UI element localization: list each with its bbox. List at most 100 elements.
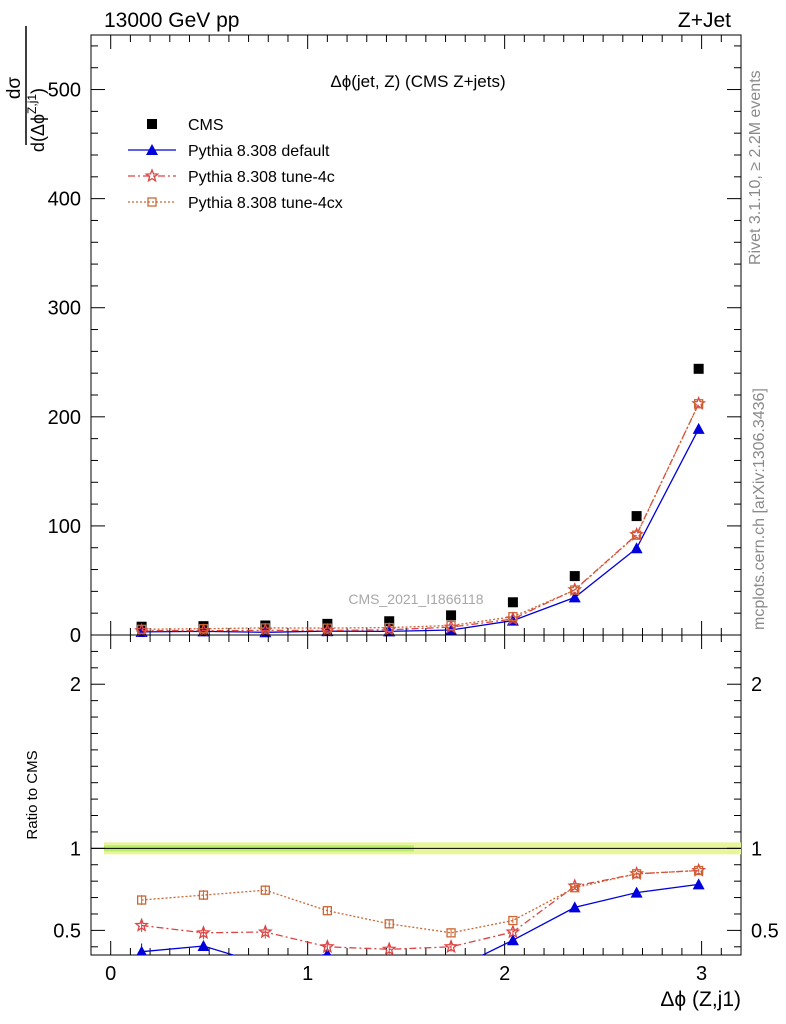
main-axis-ticks: 0 100 200 300 400 500 — [48, 35, 741, 647]
ratio-point — [505, 924, 521, 939]
data-point — [631, 530, 642, 540]
legend-entry: Pythia 8.308 tune-4cx — [128, 195, 343, 212]
ratio-ytick-label-right: 2 — [751, 674, 762, 696]
ratio-ytick-label: 1 — [70, 838, 81, 860]
ratio-ytick-label: 0.5 — [53, 920, 81, 942]
ratio-point — [197, 939, 210, 951]
data-point — [508, 612, 518, 622]
ratio-ytick-label: 2 — [70, 674, 81, 696]
legend-label: Pythia 8.308 tune-4c — [188, 169, 335, 186]
legend-label: Pythia 8.308 tune-4cx — [188, 195, 343, 212]
data-point — [446, 610, 457, 621]
ratio-point — [692, 878, 705, 890]
ratio-point — [134, 917, 150, 932]
main-series-layer — [134, 363, 707, 638]
analysis-watermark: CMS_2021_I1866118 — [348, 591, 483, 607]
legend-marker — [144, 168, 160, 183]
ratio-point — [136, 895, 147, 905]
data-point — [631, 511, 642, 522]
main-ytick-label: 300 — [48, 298, 81, 320]
legend-entry: CMS — [147, 117, 224, 134]
data-point — [630, 542, 643, 554]
data-point — [384, 622, 394, 633]
mcplots-label: mcplots.cern.ch [arXiv:1306.3436] — [751, 388, 768, 630]
legend-label: CMS — [188, 117, 224, 134]
data-point — [260, 623, 270, 633]
ratio-point — [631, 869, 642, 879]
data-point — [507, 597, 518, 608]
ratio-point — [259, 959, 271, 970]
legend-marker — [147, 197, 157, 207]
ratio-point — [506, 934, 519, 946]
legend-marker — [147, 119, 157, 129]
ratio-point — [508, 915, 518, 926]
ratio-series-0 — [136, 878, 705, 976]
ratio-point — [445, 965, 457, 976]
legend-entry: Pythia 8.308 tune-4c — [128, 168, 335, 186]
data-point — [446, 620, 456, 631]
ratio-xtick-label: 3 — [696, 963, 707, 985]
data-point — [694, 399, 704, 409]
data-point — [136, 624, 147, 634]
ratio-xtick-label: 0 — [105, 963, 116, 985]
ratio-point — [319, 939, 335, 954]
plot-title: Δϕ(jet, Z) (CMS Z+jets) — [330, 72, 505, 91]
legend: CMS Pythia 8.308 default Pythia 8.308 tune… — [128, 117, 343, 212]
ratio-point — [322, 906, 333, 916]
ratio-point — [630, 886, 643, 898]
main-ytick-label: 400 — [48, 189, 81, 211]
main-ylabel: dσ d(ΔϕZ,j1) — [4, 26, 48, 152]
ratio-series-layer — [134, 862, 707, 976]
ratio-uncertainty-band — [91, 842, 741, 855]
ratio-panel: 0.5 0.5 1 1 2 2 0 1 2 3 — [53, 634, 779, 985]
ratio-series-line — [141, 869, 699, 950]
rivet-label: Rivet 3.1.10, ≥ 2.2M events — [747, 70, 764, 265]
ratio-point — [257, 924, 273, 939]
ratio-ylabel: Ratio to CMS — [24, 750, 41, 839]
ratio-point — [570, 883, 580, 893]
data-point — [568, 591, 581, 603]
main-panel: 0 100 200 300 400 500 — [48, 34, 742, 647]
main-ytick-label: 0 — [70, 625, 81, 647]
series-line — [141, 403, 700, 630]
ratio-ytick-label-right: 1 — [751, 838, 762, 860]
x-axis-label: Δϕ (Z,j1) — [660, 988, 741, 1011]
ratio-point — [260, 885, 270, 895]
ratio-point — [694, 865, 704, 876]
ratio-series-2 — [136, 865, 704, 938]
ratio-frame — [90, 634, 742, 956]
ratio-axis-ticks: 0.5 0.5 1 1 2 2 0 1 2 3 — [53, 635, 779, 985]
ylabel-superscript: Z,j1 — [25, 94, 39, 114]
ratio-series-line — [141, 869, 699, 934]
process-label: Z+Jet — [678, 9, 731, 32]
ratio-point — [443, 939, 459, 954]
data-point — [570, 585, 580, 595]
ratio-point — [196, 925, 211, 940]
main-ytick-label: 100 — [48, 516, 81, 538]
series-line — [141, 428, 700, 633]
ratio-point — [384, 919, 394, 929]
data-point — [693, 363, 704, 374]
data-point — [384, 616, 395, 627]
legend-entry: Pythia 8.308 default — [128, 143, 330, 160]
ratio-xtick-label: 2 — [499, 963, 510, 985]
legend-marker — [146, 144, 158, 155]
data-point — [198, 624, 209, 634]
energy-label: 13000 GeV pp — [104, 9, 239, 32]
ylabel-denominator-main: d(Δϕ — [28, 114, 48, 152]
ratio-point — [446, 928, 456, 938]
ratio-point — [383, 964, 395, 975]
series-3 — [136, 399, 704, 634]
ratio-series-line — [141, 883, 699, 955]
ratio-point — [568, 901, 581, 913]
legend-label: Pythia 8.308 default — [188, 143, 330, 160]
ylabel-denominator: d(ΔϕZ,j1) — [25, 88, 48, 152]
ratio-xtick-label: 1 — [302, 963, 313, 985]
main-ytick-label: 200 — [48, 407, 81, 429]
ratio-point — [136, 945, 147, 955]
ratio-point — [381, 941, 397, 955]
ratio-point — [198, 890, 209, 900]
ylabel-numerator: dσ — [4, 77, 25, 100]
data-point — [692, 422, 705, 434]
